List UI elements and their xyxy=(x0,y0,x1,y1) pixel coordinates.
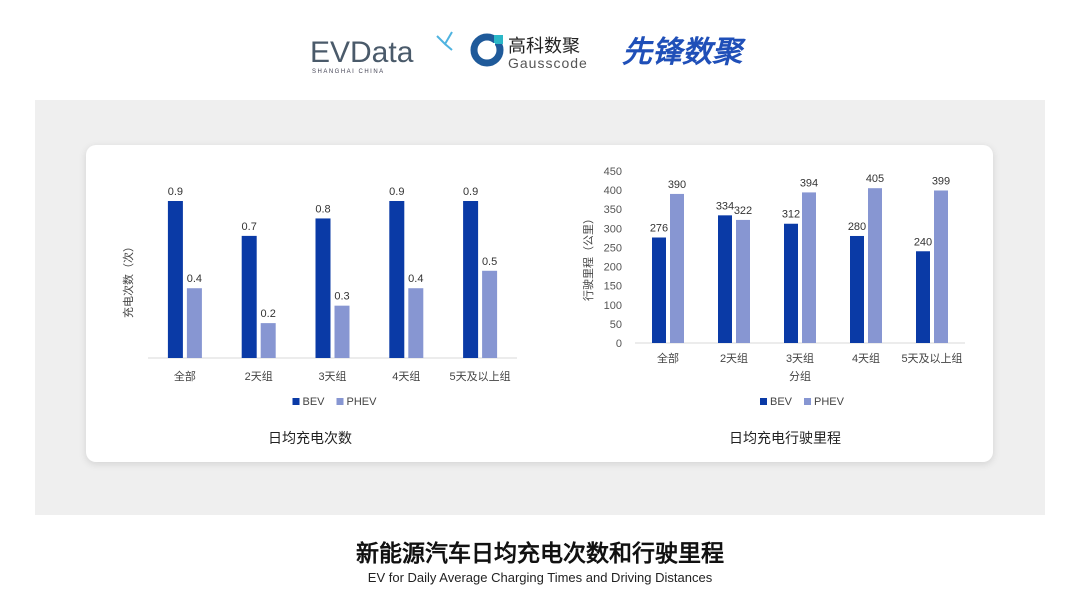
data-label: 0.4 xyxy=(187,273,202,285)
data-label: 0.9 xyxy=(389,186,404,198)
svg-text:Gausscode: Gausscode xyxy=(508,55,588,71)
phev-bar xyxy=(482,270,498,358)
svg-text:EVData: EVData xyxy=(310,36,414,69)
data-label: 399 xyxy=(932,175,950,187)
evdata-logo: EVData SHANGHAI CHINA xyxy=(310,31,453,75)
bev-bar xyxy=(652,237,666,343)
x-tick-label: 全部 xyxy=(657,351,679,365)
data-label: 0.9 xyxy=(168,186,183,198)
data-label: 0.8 xyxy=(315,203,330,215)
x-tick-label: 4天组 xyxy=(392,369,420,383)
legend-label-phev: PHEV xyxy=(814,396,845,408)
chart-card xyxy=(86,145,993,462)
phev-bar xyxy=(802,192,816,343)
data-label: 280 xyxy=(848,221,866,233)
phev-bar xyxy=(868,188,882,343)
phev-bar xyxy=(186,288,202,358)
legend-swatch-phev xyxy=(804,398,811,405)
data-label: 276 xyxy=(650,223,668,235)
phev-bar xyxy=(260,323,276,358)
data-label: 0.7 xyxy=(242,221,257,233)
y-tick-label: 100 xyxy=(604,300,622,312)
x-tick-label: 2天组 xyxy=(245,369,273,383)
x-tick-label: 全部 xyxy=(174,369,196,383)
page-title: 新能源汽车日均充电次数和行驶里程 xyxy=(356,541,724,567)
y-tick-label: 200 xyxy=(604,262,622,274)
y-tick-label: 450 xyxy=(604,166,622,178)
bev-bar xyxy=(389,201,405,358)
y-tick-label: 250 xyxy=(604,242,622,254)
data-label: 0.3 xyxy=(334,291,349,303)
page-subtitle: EV for Daily Average Charging Times and … xyxy=(367,570,713,585)
data-label: 312 xyxy=(782,209,800,221)
bev-bar xyxy=(167,201,183,358)
bev-bar xyxy=(784,223,798,343)
data-label: 394 xyxy=(800,177,818,189)
legend-label-bev: BEV xyxy=(303,396,326,408)
data-label: 322 xyxy=(734,205,752,217)
phev-bar xyxy=(736,219,750,343)
y-axis-label: 充电次数（次） xyxy=(121,241,135,318)
legend-label-bev: BEV xyxy=(770,396,793,408)
bev-bar xyxy=(850,235,864,343)
bev-bar xyxy=(241,235,257,358)
y-tick-label: 0 xyxy=(616,338,622,350)
x-tick-label: 4天组 xyxy=(852,351,880,365)
x-tick-label: 3天组 xyxy=(318,369,346,383)
legend-swatch-bev xyxy=(292,398,300,405)
y-tick-label: 150 xyxy=(604,281,622,293)
logos: EVData SHANGHAI CHINA 高科数聚 Gausscode 先锋数… xyxy=(310,31,746,75)
phev-bar xyxy=(670,193,684,343)
chart-title: 日均充电行驶里程 xyxy=(729,430,841,446)
y-tick-label: 400 xyxy=(604,185,622,197)
data-label: 0.2 xyxy=(261,308,276,320)
phev-bar xyxy=(408,288,424,358)
chart-title: 日均充电次数 xyxy=(268,430,352,446)
phev-bar xyxy=(934,190,948,343)
x-tick-label: 5天及以上组 xyxy=(450,369,511,383)
x-tick-label: 2天组 xyxy=(720,351,748,365)
bev-bar xyxy=(463,201,479,358)
svg-text:SHANGHAI CHINA: SHANGHAI CHINA xyxy=(312,69,385,75)
data-label: 240 xyxy=(914,236,932,248)
data-label: 0.5 xyxy=(482,256,497,268)
phev-bar xyxy=(334,305,350,358)
y-tick-label: 50 xyxy=(610,319,622,331)
legend-label-phev: PHEV xyxy=(347,396,378,408)
bev-bar xyxy=(718,215,732,343)
data-label: 0.4 xyxy=(408,273,423,285)
svg-text:高科数聚: 高科数聚 xyxy=(508,36,580,56)
x-tick-label: 3天组 xyxy=(786,351,814,365)
x-tick-label: 5天及以上组 xyxy=(901,351,962,365)
legend-swatch-phev xyxy=(336,398,344,405)
data-label: 334 xyxy=(716,200,734,212)
xianfeng-logo: 先锋数聚 xyxy=(622,36,746,69)
x-axis-label: 分组 xyxy=(789,369,811,383)
gausscode-logo: 高科数聚 Gausscode xyxy=(470,33,588,71)
y-tick-label: 350 xyxy=(604,204,622,216)
bev-bar xyxy=(916,251,930,343)
data-label: 390 xyxy=(668,179,686,191)
y-axis-label: 行驶里程（公里） xyxy=(581,213,595,301)
bev-bar xyxy=(315,218,331,358)
y-tick-label: 300 xyxy=(604,223,622,235)
data-label: 0.9 xyxy=(463,186,478,198)
legend-swatch-bev xyxy=(760,398,767,405)
data-label: 405 xyxy=(866,173,884,185)
